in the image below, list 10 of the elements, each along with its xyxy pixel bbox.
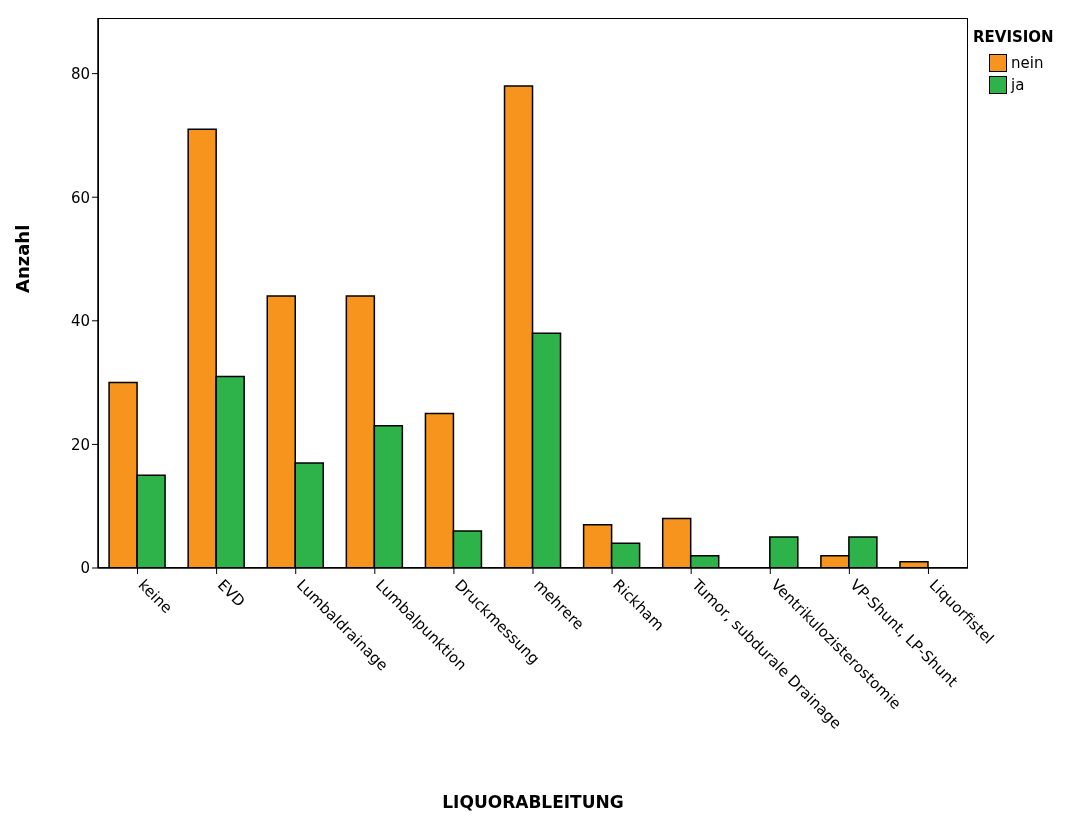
y-tick-label: 60 (70, 188, 90, 207)
legend-label: nein (1011, 54, 1044, 72)
y-tick-label: 0 (80, 559, 90, 578)
legend-title: REVISION (973, 28, 1055, 46)
legend-label: ja (1011, 76, 1025, 94)
y-tick-label: 40 (70, 312, 90, 331)
y-tick-label: 80 (70, 64, 90, 83)
y-axis-title: Anzahl (12, 224, 34, 293)
x-axis-title: LIQUORABLEITUNG (442, 792, 624, 812)
y-tick-label: 20 (70, 435, 90, 454)
